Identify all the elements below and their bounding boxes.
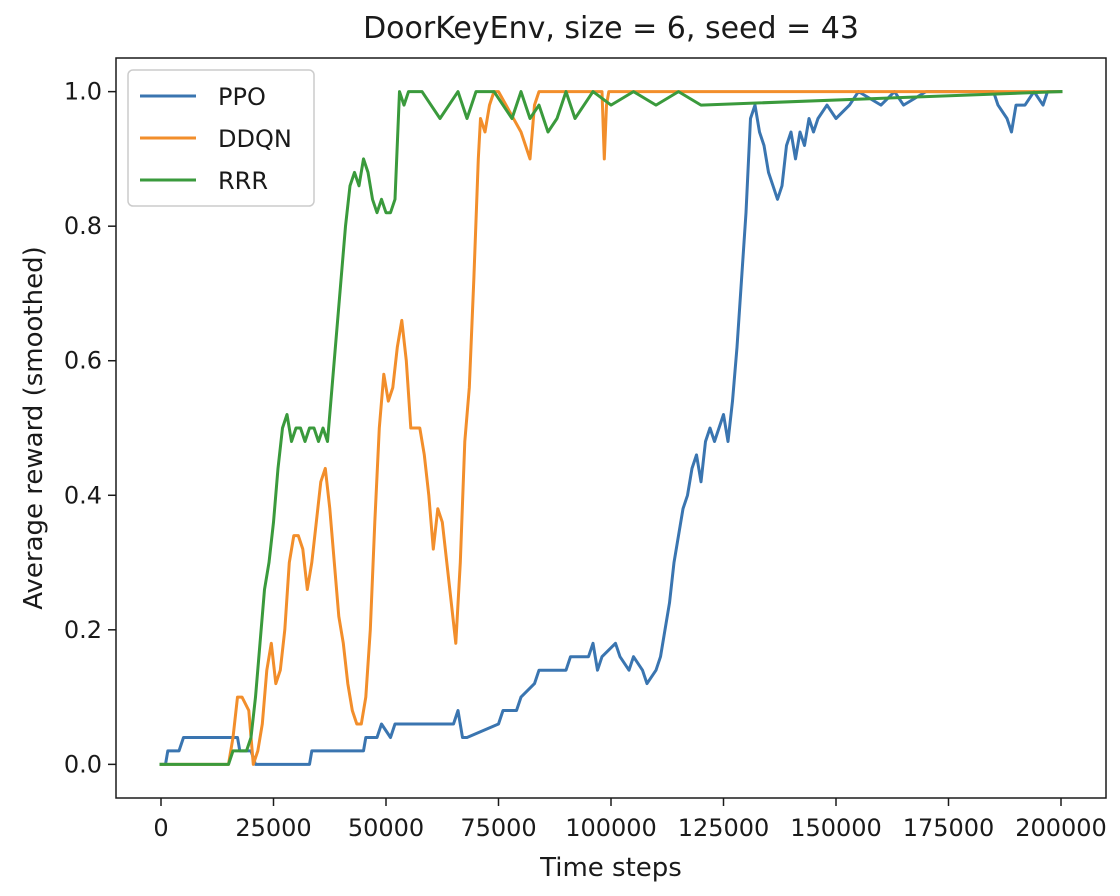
y-tick-label: 0.8 — [64, 212, 102, 240]
y-tick-label: 0.6 — [64, 347, 102, 375]
x-tick-label: 200000 — [1015, 814, 1107, 842]
legend-label-ppo: PPO — [218, 83, 266, 111]
chart-title: DoorKeyEnv, size = 6, seed = 43 — [363, 11, 859, 46]
x-axis-label: Time steps — [539, 853, 682, 883]
x-tick-label: 150000 — [790, 814, 882, 842]
y-tick-label: 0.0 — [64, 750, 102, 778]
y-tick-label: 1.0 — [64, 78, 102, 106]
x-tick-label: 75000 — [460, 814, 536, 842]
y-axis-label: Average reward (smoothed) — [19, 246, 49, 610]
x-tick-label: 100000 — [565, 814, 657, 842]
x-tick-label: 175000 — [903, 814, 995, 842]
series-line-rrr — [159, 90, 1063, 766]
x-tick-label: 125000 — [678, 814, 770, 842]
y-tick-label: 0.2 — [64, 616, 102, 644]
legend-label-ddqn: DDQN — [218, 125, 292, 153]
legend-box — [127, 69, 315, 207]
y-tick-label: 0.4 — [64, 481, 102, 509]
x-tick-label: 50000 — [348, 814, 424, 842]
series-layer — [159, 90, 1063, 766]
y-axis: 0.0 0.2 0.4 0.6 0.8 1.0 — [64, 78, 116, 778]
x-axis: 0 25000 50000 75000 100000 125000 150000 175000… — [153, 798, 1107, 842]
x-tick-label: 25000 — [235, 814, 311, 842]
series-line-ppo — [159, 90, 1063, 766]
legend-label-rrr: RRR — [218, 167, 268, 195]
series-line-ddqn — [159, 90, 1063, 766]
legend: PPO DDQN RRR — [127, 69, 315, 207]
x-tick-label: 0 — [153, 814, 168, 842]
